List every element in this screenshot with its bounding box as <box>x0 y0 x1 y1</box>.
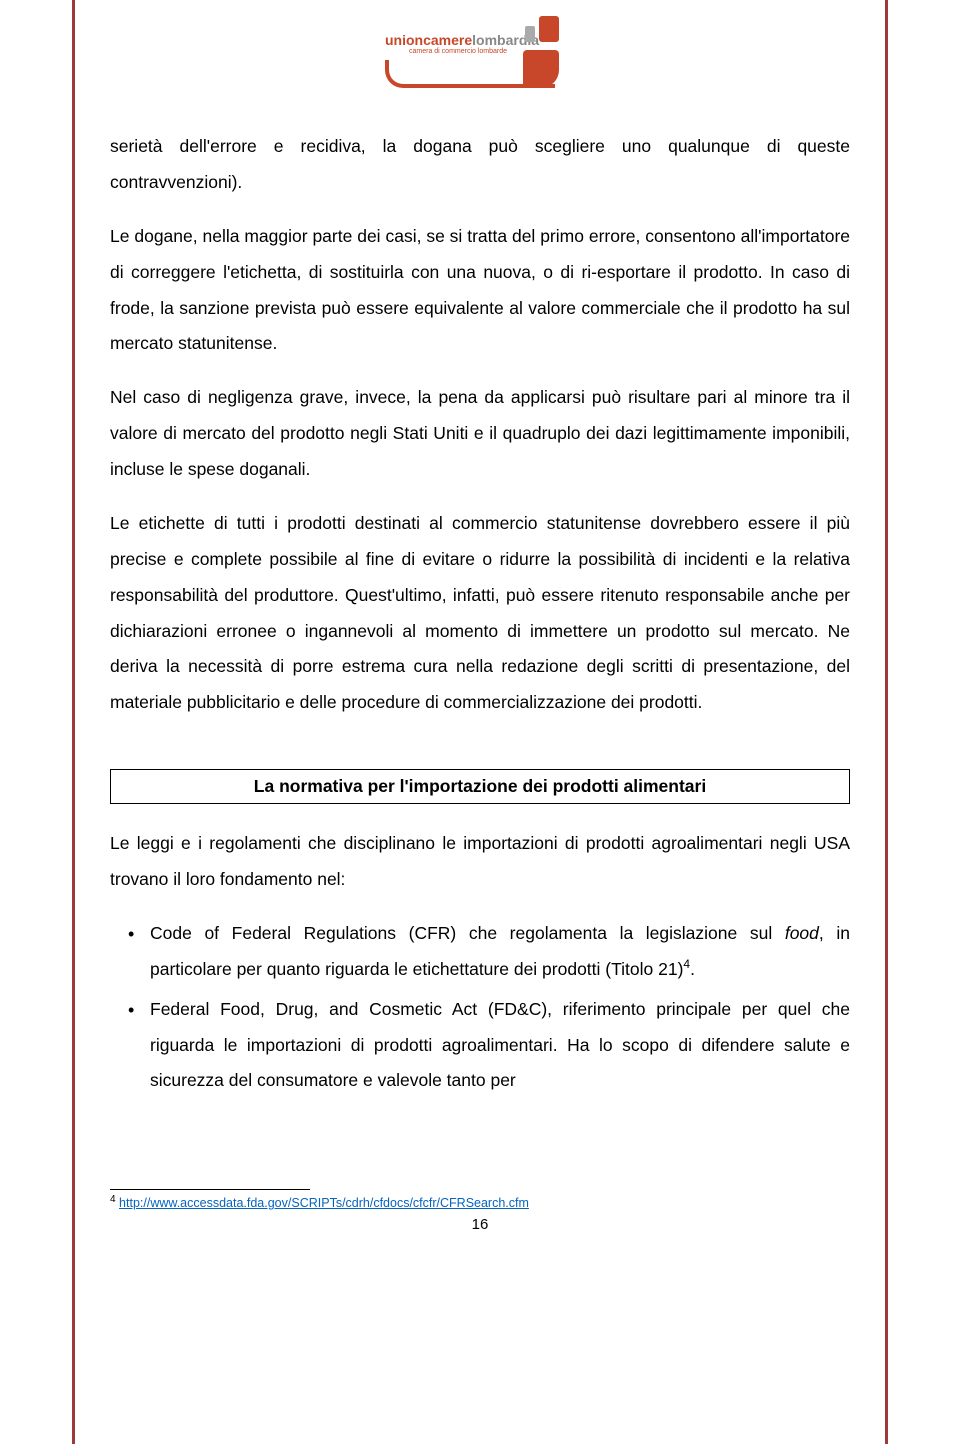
logo-brand-text: unioncamerelombardia <box>385 32 539 48</box>
logo-container: unioncamerelombardia camera di commercio… <box>110 18 850 101</box>
page-margin-line-right <box>885 0 888 1444</box>
section-header: La normativa per l'importazione dei prod… <box>110 769 850 804</box>
regulations-list: Code of Federal Regulations (CFR) che re… <box>110 916 850 1099</box>
logo-shape-red-icon <box>539 16 559 42</box>
unioncamere-logo: unioncamerelombardia camera di commercio… <box>385 18 575 96</box>
logo-brand-first: unioncamere <box>385 32 472 48</box>
bullet-1-end: . <box>690 959 695 979</box>
logo-swoosh-icon <box>385 60 555 88</box>
list-item: Code of Federal Regulations (CFR) che re… <box>150 916 850 988</box>
footnote-separator <box>110 1189 310 1190</box>
paragraph-1: serietà dell'errore e recidiva, la dogan… <box>110 129 850 201</box>
footnote-number: 4 <box>110 1194 116 1205</box>
footnote-link[interactable]: http://www.accessdata.fda.gov/SCRIPTs/cd… <box>119 1196 529 1210</box>
paragraph-4: Le etichette di tutti i prodotti destina… <box>110 506 850 721</box>
page-content: unioncamerelombardia camera di commercio… <box>0 0 960 1283</box>
paragraph-3: Nel caso di negligenza grave, invece, la… <box>110 380 850 488</box>
footnote: 4 http://www.accessdata.fda.gov/SCRIPTs/… <box>110 1194 850 1210</box>
paragraph-2: Le dogane, nella maggior parte dei casi,… <box>110 219 850 363</box>
logo-subtitle: camera di commercio lombarde <box>409 48 507 55</box>
page-number: 16 <box>110 1216 850 1233</box>
bullet-1-italic: food <box>785 923 819 943</box>
page-margin-line-left <box>72 0 75 1444</box>
bullet-1-pre: Code of Federal Regulations (CFR) che re… <box>150 923 785 943</box>
bullet-2-text: Federal Food, Drug, and Cosmetic Act (FD… <box>150 999 850 1091</box>
intro-after-header: Le leggi e i regolamenti che disciplinan… <box>110 826 850 898</box>
logo-shape-gray-icon <box>525 26 535 42</box>
list-item: Federal Food, Drug, and Cosmetic Act (FD… <box>150 992 850 1100</box>
